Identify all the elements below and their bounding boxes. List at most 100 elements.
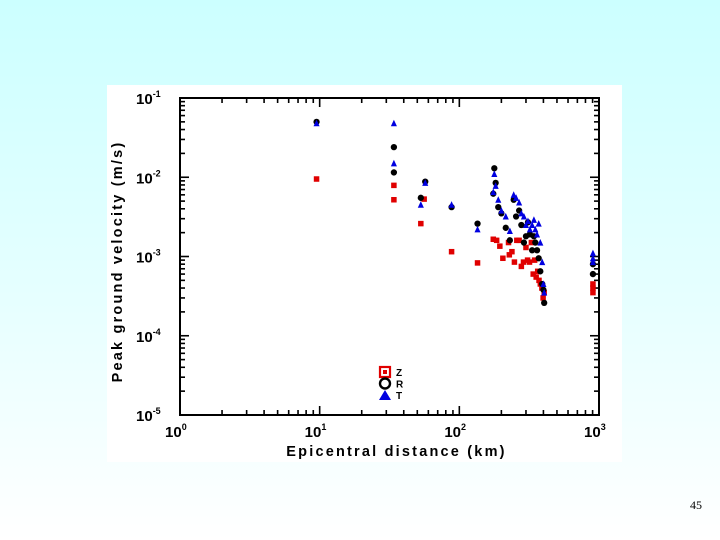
legend-label-z: Z: [396, 368, 402, 379]
data-point-z: [518, 263, 525, 270]
data-point-z: [421, 196, 427, 202]
data-point-t: [498, 207, 505, 214]
data-point-r: [502, 224, 509, 231]
data-point-t: [490, 188, 497, 196]
data-point-z: [516, 237, 522, 244]
data-point-r: [506, 237, 514, 244]
pgv-scatter-chart: 100 101 102 103 10-5 10-4 10-3 10-2 10-1 ZRT Epi…: [110, 89, 606, 460]
data-point-t: [541, 289, 548, 296]
y-tick-label: 10-2: [136, 168, 161, 187]
x-tick-label: 100: [165, 422, 187, 441]
data-point-t: [540, 280, 547, 288]
data-point-t: [492, 182, 499, 189]
legend-marker-z: [378, 365, 392, 379]
data-point-t: [524, 217, 532, 225]
data-point-t: [529, 221, 536, 229]
data-point-t: [537, 238, 544, 246]
data-point-r: [532, 239, 539, 246]
data-point-t: [417, 201, 424, 208]
y-tick-label: 10-3: [136, 248, 161, 267]
data-point-t: [589, 249, 596, 257]
legend-marker-t: [379, 390, 391, 400]
data-point-z: [511, 259, 518, 265]
x-axis-title: Epicentral distance (km): [286, 444, 506, 460]
data-point-t: [313, 119, 320, 127]
data-point-z: [536, 277, 542, 284]
data-point-r: [495, 203, 502, 211]
data-point-z: [590, 289, 596, 296]
data-point-z: [540, 295, 546, 301]
data-point-t: [513, 194, 520, 201]
data-point-t: [448, 201, 455, 208]
data-point-r: [417, 194, 424, 201]
data-point-r: [390, 143, 398, 151]
y-tick-label: 10-5: [136, 406, 161, 425]
data-point-z: [500, 255, 506, 262]
data-point-z: [533, 274, 539, 280]
data-point-r: [390, 169, 398, 176]
data-point-t: [390, 159, 397, 167]
data-point-t: [491, 170, 498, 178]
data-point-t: [532, 225, 539, 233]
data-point-z: [313, 176, 320, 182]
data-point-t: [474, 225, 481, 233]
data-point-z: [490, 236, 497, 243]
data-point-z: [509, 248, 515, 255]
data-point-t: [502, 212, 509, 220]
data-point-z: [590, 281, 596, 287]
legend-marker-z-dot: [383, 370, 387, 374]
data-point-z: [474, 260, 481, 266]
data-point-z: [531, 257, 538, 263]
data-point-r: [537, 268, 544, 275]
data-point-r: [533, 247, 541, 254]
data-point-z: [497, 243, 503, 249]
data-point-z: [590, 285, 596, 291]
data-point-t: [533, 230, 541, 238]
data-point-t: [530, 216, 537, 223]
data-point-r: [520, 239, 528, 246]
data-point-t: [390, 119, 397, 127]
data-point-r: [474, 220, 481, 227]
data-point-r: [518, 221, 525, 229]
legend-marker-r: [378, 377, 392, 390]
data-point-z: [520, 259, 527, 265]
x-tick-label: 101: [305, 422, 327, 441]
data-point-z: [530, 271, 536, 277]
data-point-t: [516, 198, 523, 206]
data-point-t: [506, 227, 513, 235]
legend-label-t: T: [396, 391, 402, 402]
data-point-r: [535, 255, 542, 262]
data-point-r: [528, 247, 536, 254]
data-point-r: [589, 270, 597, 278]
data-point-z: [418, 220, 424, 227]
data-point-z: [391, 182, 397, 189]
page-number: 45: [690, 498, 702, 512]
data-point-r: [491, 165, 498, 172]
y-tick-label: 10-1: [136, 89, 161, 108]
data-point-t: [495, 196, 502, 203]
data-point-t: [589, 254, 596, 262]
data-point-r: [512, 213, 520, 220]
data-point-t: [520, 212, 527, 220]
x-tick-label: 102: [444, 422, 466, 441]
data-point-r: [541, 299, 548, 307]
data-point-t: [539, 258, 546, 266]
data-point-z: [523, 244, 529, 251]
y-tick-label: 10-4: [136, 327, 161, 346]
data-point-t: [522, 221, 530, 229]
x-tick-label: 103: [584, 422, 606, 441]
data-point-z: [506, 252, 513, 258]
data-point-t: [422, 179, 429, 186]
data-point-z: [448, 248, 455, 255]
data-point-t: [526, 225, 533, 233]
data-point-z: [528, 239, 535, 246]
data-point-z: [493, 237, 500, 244]
legend-label-r: R: [396, 380, 404, 391]
data-point-t: [535, 220, 542, 227]
y-axis-title: Peak ground velocity (m/s): [110, 141, 126, 383]
data-point-t: [589, 258, 596, 266]
data-point-z: [391, 197, 397, 203]
data-point-z: [526, 259, 533, 265]
